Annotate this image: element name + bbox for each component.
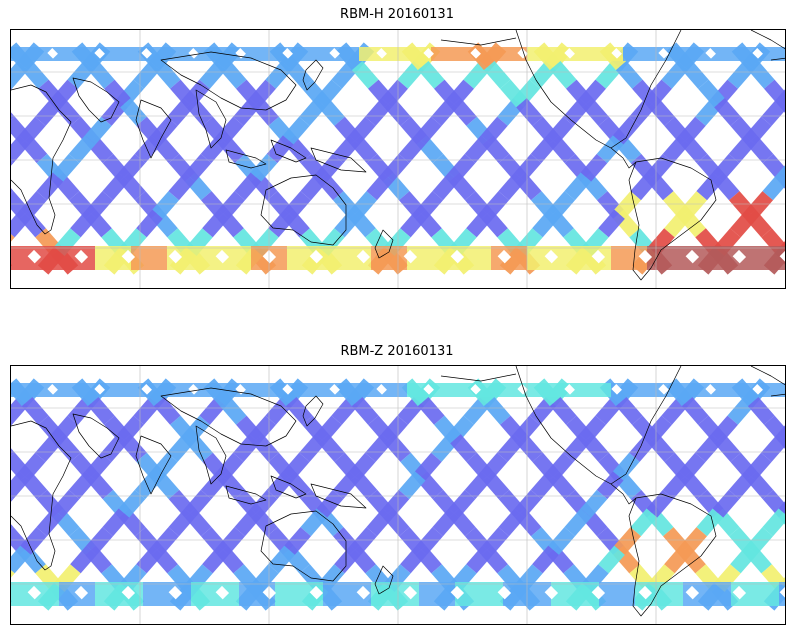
map-rbm-h: [11, 30, 785, 288]
map-panel-rbm-z[interactable]: [10, 365, 786, 625]
coastlines: [11, 30, 785, 281]
gridlines: [11, 366, 785, 624]
panel-title-rbm-z: RBM-Z 20160131: [340, 344, 454, 359]
coastlines: [11, 366, 785, 617]
gridlines: [11, 30, 785, 288]
swath-layer: [11, 378, 785, 611]
panel-title-rbm-h: RBM-H 20160131: [340, 7, 454, 22]
swath-layer: [11, 42, 785, 275]
map-rbm-z: [11, 366, 785, 624]
map-panel-rbm-h[interactable]: [10, 29, 786, 289]
